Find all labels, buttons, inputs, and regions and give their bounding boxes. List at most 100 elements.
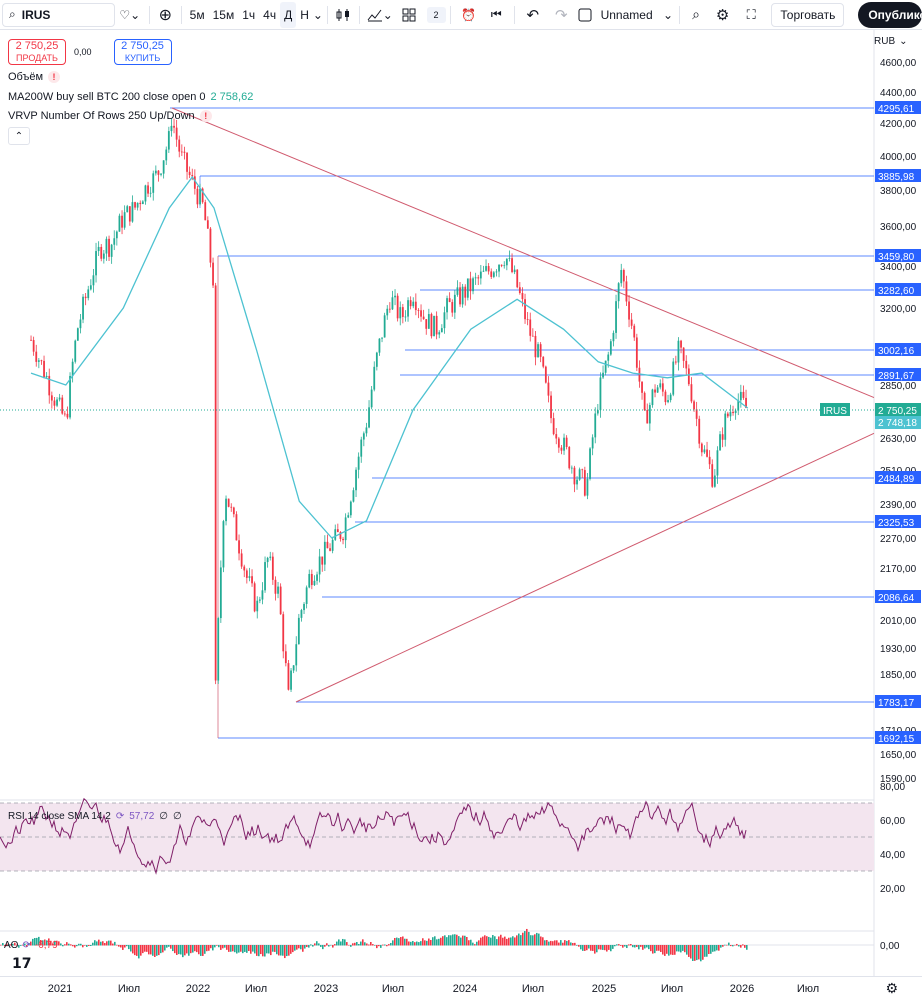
candle-body [45, 375, 48, 378]
ao-bar [742, 944, 744, 946]
timeframe-15m[interactable]: 15м [212, 7, 235, 22]
timeframe-week[interactable]: Н [300, 7, 309, 22]
layout-grid-icon[interactable] [396, 2, 423, 28]
indicators-icon[interactable]: ⌄ [364, 2, 396, 28]
timeframe-4h[interactable]: 4ч [263, 7, 277, 22]
candle-body [531, 335, 534, 337]
ao-bar [462, 935, 464, 946]
candle-body [646, 410, 649, 424]
candle-body [500, 264, 503, 266]
candle-body [53, 400, 56, 406]
ao-bar [66, 942, 68, 946]
rsi-legend[interactable]: RSI 14 close SMA 14 2 ⟳ 57,72 ∅ ∅ [8, 811, 182, 822]
time-tick-label: 2021 [47, 983, 73, 995]
candle-body [186, 152, 188, 172]
ao-bar [640, 945, 642, 947]
alert-icon[interactable]: ⏰ [461, 7, 477, 22]
candle-body [724, 413, 727, 440]
candle-body [669, 394, 672, 401]
candle-body [599, 377, 602, 411]
ao-legend[interactable]: AO ⟳ -6,79 [4, 940, 58, 951]
layout-checkbox-icon[interactable] [576, 2, 595, 28]
candles-icon[interactable] [332, 2, 355, 28]
layouts-count-badge[interactable]: 2 [426, 6, 446, 23]
candle-body [71, 361, 74, 376]
candle-body [170, 125, 173, 132]
sync-icon[interactable]: ⟳ [115, 811, 125, 822]
fullscreen-icon[interactable]: ⛶ [746, 6, 756, 22]
candle-body [456, 287, 459, 295]
ao-bar [106, 941, 108, 946]
level-badge [875, 695, 921, 708]
collapse-legend-icon[interactable]: ⌃ [8, 127, 30, 145]
candle-body [656, 387, 659, 393]
legend-volume[interactable]: Объём ! [8, 71, 61, 83]
candle-body [529, 319, 532, 336]
ao-bar [142, 945, 144, 954]
buy-button[interactable]: 2 750,25 КУПИТЬ [113, 39, 172, 65]
ao-bar [740, 945, 742, 948]
tradingview-logo[interactable]: 17 [12, 956, 32, 972]
legend-vrvp[interactable]: VRVP Number Of Rows 250 Up/Down ! [8, 110, 212, 122]
time-tick-label: 2022 [185, 983, 211, 995]
legend-ma[interactable]: MA200W buy sell BTC 200 close open 0 2 7… [8, 91, 253, 103]
warning-icon[interactable]: ! [199, 110, 212, 122]
ao-bar [336, 941, 338, 946]
warning-icon[interactable]: ! [48, 71, 61, 83]
ao-bar [136, 945, 138, 956]
ao-bar [512, 936, 514, 946]
ao-bar [268, 945, 270, 954]
candle-body [323, 541, 326, 565]
candle-body [708, 456, 711, 465]
timeframe-1h[interactable]: 1ч [242, 7, 256, 22]
timeframe-5m[interactable]: 5м [189, 7, 205, 22]
ao-bar [232, 945, 234, 952]
candle-body [628, 301, 630, 320]
add-symbol-icon[interactable]: ⊕ [158, 6, 172, 24]
candle-body [178, 139, 181, 152]
settings-gear-icon[interactable]: ⚙ [715, 6, 730, 24]
candle-body [394, 295, 396, 298]
candle-body [563, 437, 565, 451]
candle-body [479, 271, 482, 279]
layout-dropdown-icon[interactable]: ⌄ [663, 7, 674, 22]
ao-bar [466, 936, 468, 946]
currency-selector[interactable]: RUB ⌄ [874, 36, 918, 47]
time-tick-label: Июл [660, 983, 684, 995]
level-badge-label: 2484,89 [878, 474, 915, 485]
chart-canvas[interactable]: 4600,00 4400,00 4200,00 4000,00 3800,00 3600,… [0, 30, 922, 976]
compare-options-icon[interactable]: ♡⌄ [119, 7, 141, 22]
candle-body [56, 399, 58, 406]
candle-body [443, 312, 446, 329]
candle-body [261, 590, 264, 600]
quick-search-icon[interactable]: ⌕ [692, 6, 700, 22]
ao-bar [628, 944, 630, 946]
symbol-search[interactable]: ⌕ IRUS [2, 2, 115, 27]
ao-bar [250, 945, 252, 954]
trade-button[interactable]: Торговать [771, 2, 845, 27]
publish-button[interactable]: Опубликовать [858, 1, 922, 28]
ao-bar [418, 942, 420, 946]
candle-body [490, 271, 493, 277]
timeframe-day[interactable]: Д [280, 1, 297, 28]
replay-icon[interactable]: ⏮ [490, 7, 502, 21]
timeframe-more-icon[interactable]: ⌄ [312, 7, 323, 22]
axis-settings-icon[interactable]: ⚙ [885, 980, 898, 996]
candle-body [604, 360, 607, 373]
sell-price: 2 750,25 [15, 40, 59, 52]
sell-button[interactable]: 2 750,25 ПРОДАТЬ [8, 39, 66, 65]
ao-bar [330, 944, 332, 946]
candle-body [485, 266, 487, 271]
candle-body [74, 340, 77, 362]
candle-body [349, 501, 352, 516]
candle-body [573, 467, 576, 485]
undo-icon[interactable]: ↶ [526, 6, 540, 24]
sync-icon[interactable]: ⟳ [22, 940, 31, 951]
ao-bar [648, 945, 650, 950]
time-axis[interactable]: 2021 Июл 2022 Июл 2023 Июл 2024 Июл 2025 Июл 2026 И… [0, 976, 922, 1000]
level-badge [875, 515, 921, 528]
candle-body [737, 400, 740, 411]
redo-icon[interactable]: ↷ [555, 6, 568, 24]
layout-name[interactable]: Unnamed [600, 7, 653, 22]
ao-bar [188, 945, 190, 956]
